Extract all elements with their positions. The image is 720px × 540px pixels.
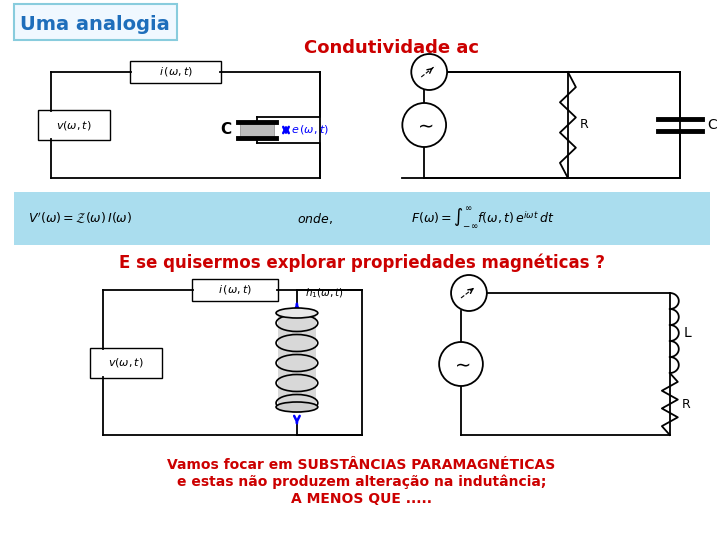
- FancyBboxPatch shape: [14, 4, 176, 40]
- Text: $V'(\omega) = \mathcal{Z}(\omega)\, I(\omega)$: $V'(\omega) = \mathcal{Z}(\omega)\, I(\o…: [28, 211, 132, 226]
- FancyBboxPatch shape: [90, 348, 162, 377]
- FancyBboxPatch shape: [192, 279, 278, 301]
- Text: Uma analogia: Uma analogia: [20, 15, 170, 33]
- Text: $\sim$: $\sim$: [451, 354, 471, 374]
- Circle shape: [402, 103, 446, 147]
- Bar: [14, 192, 710, 245]
- Text: $v(\omega,t)$: $v(\omega,t)$: [56, 118, 92, 132]
- Text: Vamos focar em SUBSTÂNCIAS PARAMAGNÉTICAS: Vamos focar em SUBSTÂNCIAS PARAMAGNÉTICA…: [168, 458, 556, 472]
- Bar: [278, 313, 316, 407]
- Text: C: C: [220, 123, 231, 138]
- Text: A MENOS QUE .....: A MENOS QUE .....: [291, 492, 432, 506]
- Text: $h_1(\omega,t)$: $h_1(\omega,t)$: [305, 286, 343, 300]
- Circle shape: [451, 275, 487, 311]
- FancyBboxPatch shape: [130, 61, 221, 83]
- Text: $i\,(\omega,t)$: $i\,(\omega,t)$: [158, 65, 193, 78]
- Circle shape: [411, 54, 447, 90]
- Text: $v(\omega,t)$: $v(\omega,t)$: [108, 356, 144, 369]
- Text: R: R: [580, 118, 588, 132]
- Text: E se quisermos explorar propriedades magnéticas ?: E se quisermos explorar propriedades mag…: [119, 254, 605, 272]
- Text: R: R: [682, 397, 690, 410]
- Text: L: L: [684, 326, 691, 340]
- Bar: [240, 123, 274, 137]
- Text: $\sim$: $\sim$: [414, 116, 434, 134]
- Circle shape: [439, 342, 483, 386]
- Text: e estas não produzem alteração na indutância;: e estas não produzem alteração na indutâ…: [177, 475, 546, 489]
- Text: Condutividade ac: Condutividade ac: [304, 39, 479, 57]
- Ellipse shape: [276, 402, 318, 412]
- Ellipse shape: [276, 308, 318, 318]
- Text: C: C: [708, 118, 717, 132]
- Text: $F(\omega) = \int_{-\infty}^{\infty} f(\omega,t)\, e^{i\omega t}\, dt$: $F(\omega) = \int_{-\infty}^{\infty} f(\…: [411, 206, 554, 231]
- FancyBboxPatch shape: [38, 110, 110, 140]
- Text: $i\,(\omega,t)$: $i\,(\omega,t)$: [217, 284, 252, 296]
- Text: $onde,$: $onde,$: [297, 211, 333, 226]
- Text: $e\,(\omega,t)$: $e\,(\omega,t)$: [291, 124, 329, 137]
